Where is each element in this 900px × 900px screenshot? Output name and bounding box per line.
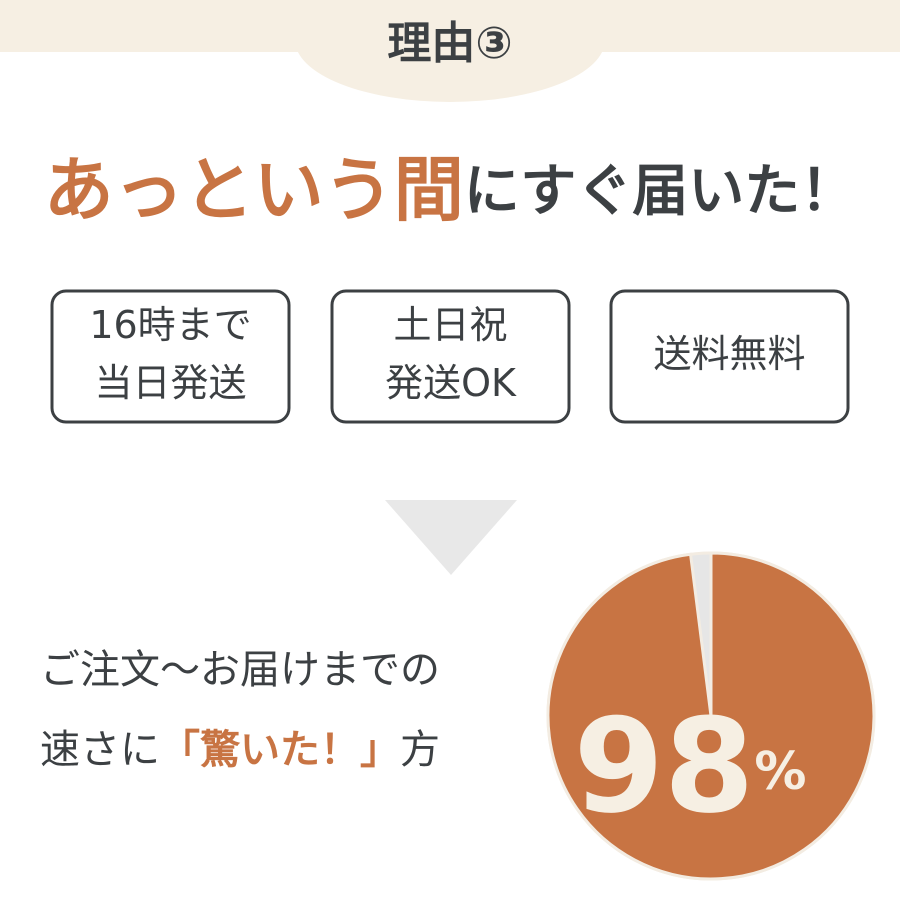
badge-text: 発送OK [385,361,517,405]
header-bump [295,0,605,102]
pie-chart [546,551,876,881]
badge-text: 土日祝 [393,303,507,347]
down-arrow [385,500,517,575]
pie-number: 98 [573,690,754,842]
caption-text: 速さに [40,727,160,773]
pie-label: 98% [573,690,806,842]
badge [50,289,291,424]
badge [330,289,571,424]
caption-text: 方 [400,727,440,773]
badge-text: 当日発送 [94,361,246,405]
headline-rest: にすぐ届いた！ [464,159,857,224]
header-title: 理由③ [387,18,512,69]
badge-text: 送料無料 [653,332,805,376]
headline: あっという間にすぐ届いた！ [44,149,857,231]
caption-line2: 速さに「驚いた！」方 [40,727,440,773]
badge-text: 16時まで [89,303,251,347]
pie-slice [546,551,876,881]
pie-unit: % [754,742,806,802]
headline-highlight: あっという間 [44,149,464,231]
badge [609,289,850,424]
caption-highlight: 「驚いた！」 [160,727,400,773]
caption-line1: ご注文〜お届けまでの [40,647,440,693]
